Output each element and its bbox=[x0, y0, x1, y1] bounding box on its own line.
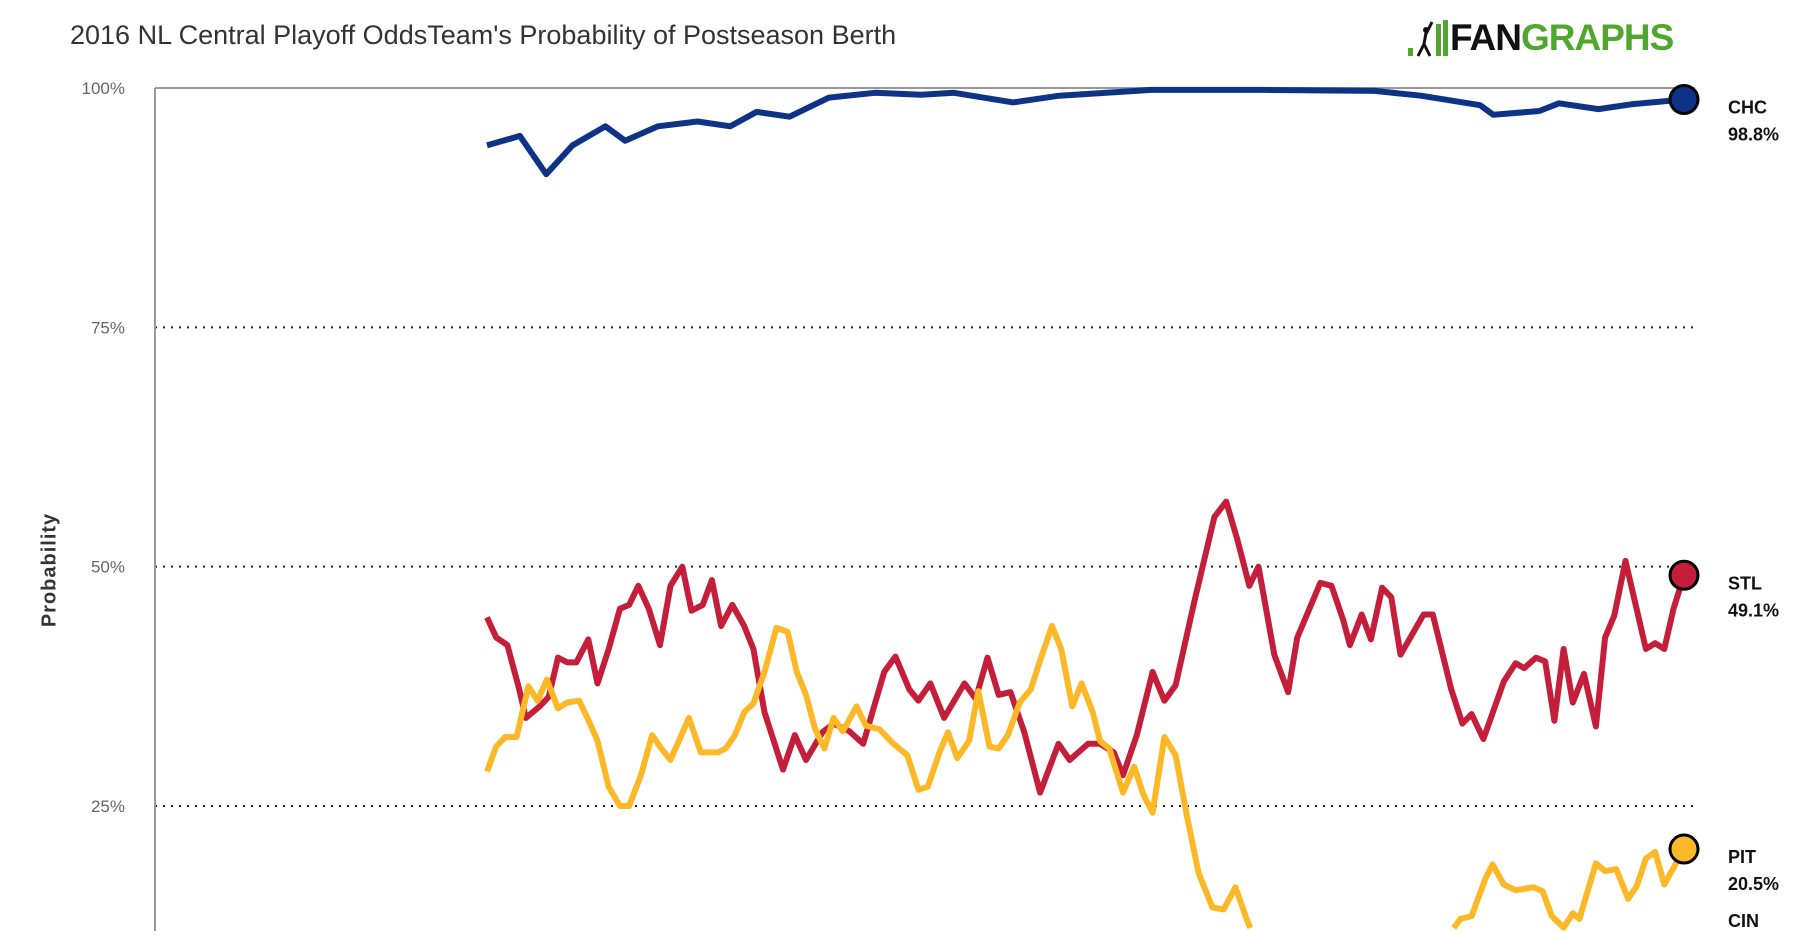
end-label-cin: CIN bbox=[1728, 911, 1759, 931]
end-label-pit: PIT bbox=[1728, 847, 1756, 867]
logo-text-graphs: GRAPHS bbox=[1521, 17, 1674, 58]
logo-text-fan: FAN bbox=[1450, 17, 1522, 58]
series-line-pit bbox=[1451, 847, 1687, 931]
end-marker-chc bbox=[1668, 83, 1700, 115]
series-end-labels: CHC 98.8% STL 49.1% PIT 20.5% CIN bbox=[1668, 83, 1779, 931]
y-axis-label: Probability bbox=[38, 513, 60, 627]
logo-bars-icon bbox=[1408, 20, 1448, 57]
series-line-pit bbox=[484, 623, 1254, 930]
series-line-chc bbox=[486, 86, 1685, 178]
end-value-chc: 98.8% bbox=[1728, 124, 1779, 144]
y-tick-label: 25% bbox=[91, 797, 125, 816]
fangraphs-logo: FAN GRAPHS bbox=[1408, 17, 1674, 58]
end-value-stl: 49.1% bbox=[1728, 600, 1779, 620]
y-tick-label: 100% bbox=[82, 79, 125, 98]
gridlines bbox=[155, 87, 1695, 807]
series-line-stl bbox=[484, 498, 1687, 796]
y-tick-labels: 100% 75% 50% 25% bbox=[82, 79, 125, 816]
end-marker-stl bbox=[1668, 559, 1700, 591]
end-label-chc: CHC bbox=[1728, 97, 1767, 117]
end-value-pit: 20.5% bbox=[1728, 874, 1779, 894]
series-lines bbox=[484, 86, 1687, 931]
end-marker-pit bbox=[1668, 833, 1700, 865]
y-tick-label: 50% bbox=[91, 558, 125, 577]
chart-title: 2016 NL Central Playoff OddsTeam's Proba… bbox=[70, 20, 897, 50]
y-tick-label: 75% bbox=[91, 318, 125, 337]
end-label-stl: STL bbox=[1728, 573, 1762, 593]
